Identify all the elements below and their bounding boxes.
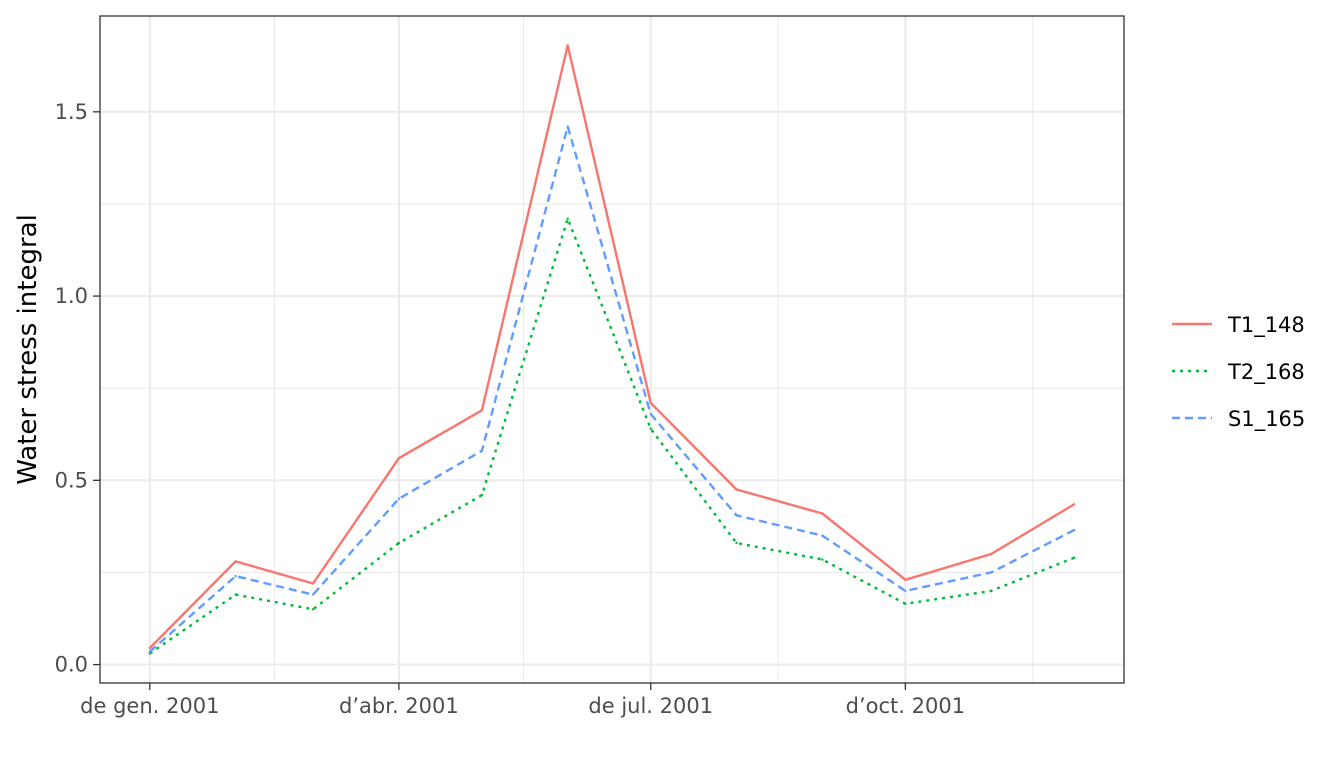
data-point-T2_168 bbox=[234, 593, 237, 596]
data-point-S1_165 bbox=[234, 574, 237, 578]
data-point-T2_168 bbox=[311, 608, 315, 611]
legend-label-T1_148: T1_148 bbox=[1227, 313, 1305, 338]
data-point-T1_148 bbox=[566, 44, 569, 47]
data-point-T2_168 bbox=[821, 558, 824, 561]
y-tick-label: 0.0 bbox=[55, 653, 88, 677]
plot-panel-border bbox=[99, 15, 1125, 684]
legend-label-S1_165: S1_165 bbox=[1228, 407, 1305, 432]
data-point-T2_168 bbox=[989, 589, 993, 593]
data-point-T2_168 bbox=[649, 427, 652, 430]
data-point-T1_148 bbox=[649, 401, 652, 405]
legend-label-T2_168: T2_168 bbox=[1227, 360, 1305, 385]
series-line-T1_148 bbox=[148, 44, 1075, 649]
y-axis-title: Water stress integral bbox=[13, 214, 43, 485]
data-point-T1_148 bbox=[397, 457, 401, 460]
data-point-S1_165 bbox=[904, 589, 907, 593]
data-point-T1_148 bbox=[989, 552, 993, 556]
x-tick-label: de gen. 2001 bbox=[80, 694, 219, 718]
data-point-T1_148 bbox=[480, 409, 484, 412]
data-point-T2_168 bbox=[1072, 556, 1076, 559]
data-point-T2_168 bbox=[735, 541, 738, 545]
data-point-T2_168 bbox=[397, 541, 401, 545]
data-point-T1_148 bbox=[148, 646, 152, 650]
data-point-S1_165 bbox=[1072, 528, 1076, 532]
data-point-T2_168 bbox=[480, 493, 484, 497]
legend: T1_148 T2_168 S1_165 bbox=[1172, 313, 1305, 432]
data-point-T1_148 bbox=[821, 512, 824, 515]
x-tick-label: d’oct. 2001 bbox=[846, 694, 965, 718]
data-point-S1_165 bbox=[566, 125, 569, 128]
series-line-S1_165 bbox=[149, 125, 1075, 653]
data-point-T2_168 bbox=[566, 217, 569, 220]
data-point-S1_165 bbox=[735, 514, 738, 517]
data-point-S1_165 bbox=[989, 571, 993, 574]
series-line-T2_168 bbox=[149, 217, 1075, 655]
plot-panel-background bbox=[100, 16, 1124, 683]
data-point-S1_165 bbox=[311, 593, 315, 596]
data-point-T1_148 bbox=[904, 578, 907, 582]
data-point-S1_165 bbox=[480, 449, 484, 453]
data-point-T1_148 bbox=[234, 560, 237, 563]
y-tick-label: 1.0 bbox=[55, 284, 88, 308]
axes: 0.0 0.5 1.0 1.5 de gen. 2001 d’abr. 2001 de ju… bbox=[55, 100, 965, 718]
series-lines bbox=[148, 44, 1076, 655]
x-tick-label: d’abr. 2001 bbox=[339, 694, 459, 718]
data-point-T2_168 bbox=[148, 652, 152, 655]
x-tick-label: de jul. 2001 bbox=[588, 694, 713, 718]
y-tick-label: 0.5 bbox=[55, 468, 88, 492]
data-point-T2_168 bbox=[904, 602, 907, 605]
data-point-S1_165 bbox=[821, 534, 824, 537]
data-point-T1_148 bbox=[311, 582, 315, 585]
y-tick-label: 1.5 bbox=[55, 100, 88, 124]
data-point-S1_165 bbox=[397, 497, 401, 500]
gridlines bbox=[100, 16, 1124, 683]
data-point-T1_148 bbox=[1072, 503, 1076, 506]
data-point-S1_165 bbox=[649, 412, 652, 416]
data-point-S1_165 bbox=[148, 650, 152, 653]
data-point-T1_148 bbox=[735, 488, 738, 491]
